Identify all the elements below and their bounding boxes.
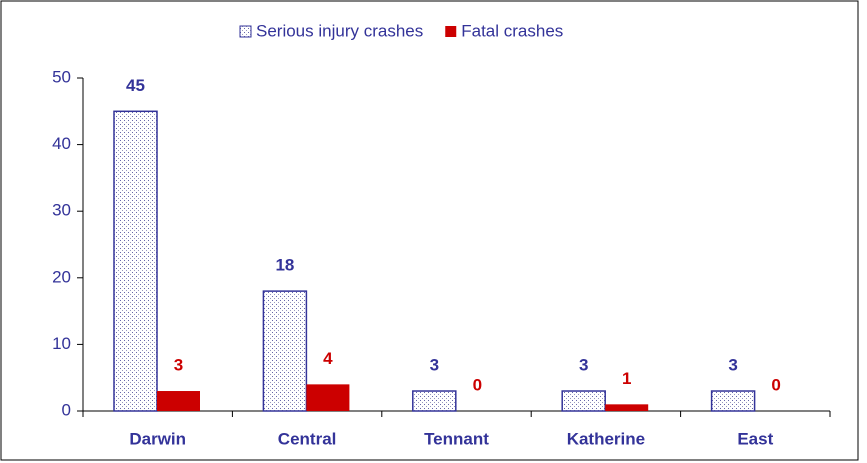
value-label: 3	[430, 356, 439, 375]
y-tick-label: 50	[52, 67, 71, 86]
bar	[113, 110, 158, 412]
bar	[605, 404, 649, 411]
bar	[306, 384, 350, 411]
value-label: 3	[728, 356, 737, 375]
legend-label: Fatal crashes	[461, 21, 563, 40]
x-tick-label: Katherine	[567, 429, 645, 448]
bar	[561, 390, 606, 412]
bar	[710, 390, 756, 412]
x-tick-label: Darwin	[129, 429, 186, 448]
x-tick-label: East	[737, 429, 773, 448]
legend-swatch	[239, 25, 252, 38]
bar	[412, 390, 457, 412]
value-label: 45	[126, 76, 145, 95]
y-tick-label: 20	[52, 267, 71, 286]
y-tick-label: 10	[52, 334, 71, 353]
legend-label: Serious injury crashes	[256, 21, 423, 40]
value-label: 0	[771, 375, 780, 394]
y-tick-label: 0	[62, 400, 71, 419]
bar	[157, 391, 200, 411]
value-label: 3	[579, 356, 588, 375]
x-tick-label: Central	[278, 429, 337, 448]
x-tick-label: Tennant	[424, 429, 489, 448]
bar	[262, 290, 308, 412]
value-label: 0	[473, 375, 482, 394]
value-label: 3	[174, 356, 183, 375]
value-label: 4	[323, 349, 333, 368]
value-label: 1	[622, 369, 631, 388]
y-tick-label: 30	[52, 201, 71, 220]
value-label: 18	[275, 256, 294, 275]
y-tick-label: 40	[52, 134, 71, 153]
legend-swatch	[445, 26, 457, 37]
